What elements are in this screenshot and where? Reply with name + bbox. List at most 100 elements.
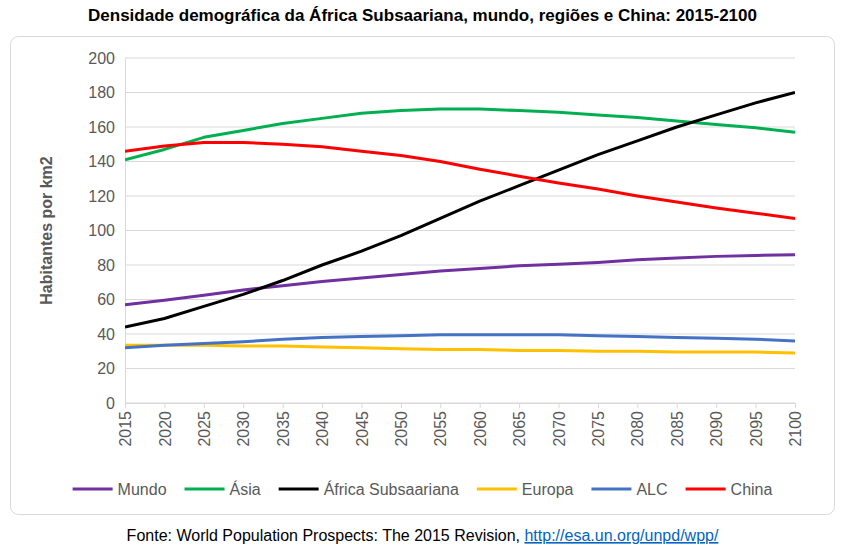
x-tick-label: 2020 bbox=[157, 411, 174, 447]
series-line bbox=[125, 143, 795, 219]
legend-label: Ásia bbox=[230, 480, 261, 498]
x-tick: 2055 bbox=[432, 403, 449, 447]
x-tick-mark bbox=[795, 403, 796, 408]
x-tick-mark bbox=[716, 403, 717, 408]
grid-line bbox=[125, 127, 795, 128]
x-tick-mark bbox=[559, 403, 560, 408]
x-tick-label: 2025 bbox=[196, 411, 213, 447]
grid-line bbox=[125, 265, 795, 266]
series-line bbox=[125, 255, 795, 305]
series-line bbox=[125, 93, 795, 328]
x-tick-label: 2050 bbox=[393, 411, 410, 447]
legend-label: Mundo bbox=[118, 481, 167, 498]
y-tick-label: 200 bbox=[88, 50, 115, 67]
y-tick-label: 100 bbox=[88, 222, 115, 239]
x-tick: 2080 bbox=[629, 403, 646, 447]
y-tick-label: 80 bbox=[97, 257, 115, 274]
y-tick-label: 20 bbox=[97, 360, 115, 377]
x-tick: 2050 bbox=[393, 403, 410, 447]
x-tick-label: 2060 bbox=[472, 411, 489, 447]
y-tick: 20 bbox=[97, 360, 125, 377]
y-tick: 140 bbox=[88, 153, 125, 170]
y-tick-label: 160 bbox=[88, 119, 115, 136]
grid-line bbox=[125, 230, 795, 231]
x-tick-mark bbox=[125, 403, 126, 408]
grid-line bbox=[125, 58, 795, 59]
grid bbox=[125, 58, 795, 403]
x-tick-mark bbox=[677, 403, 678, 408]
x-tick-label: 2015 bbox=[117, 411, 134, 447]
legend-item: África Subsaariana bbox=[279, 480, 459, 498]
x-tick: 2095 bbox=[748, 403, 765, 447]
x-tick: 2085 bbox=[669, 403, 686, 447]
y-tick: 0 bbox=[106, 395, 125, 412]
source: Fonte: World Population Prospects: The 2… bbox=[127, 527, 719, 544]
x-axis-line bbox=[126, 404, 796, 409]
x-tick-label: 2070 bbox=[551, 411, 568, 447]
legend-item: Mundo bbox=[73, 481, 167, 498]
x-tick-label: 2085 bbox=[669, 411, 686, 447]
x-tick-label: 2080 bbox=[629, 411, 646, 447]
legend: MundoÁsiaÁfrica SubsaarianaEuropaALCChin… bbox=[73, 480, 773, 498]
y-tick: 200 bbox=[88, 50, 125, 67]
x-tick-mark bbox=[598, 403, 599, 408]
grid-line bbox=[125, 368, 795, 369]
legend-swatch bbox=[279, 488, 319, 491]
legend-swatch bbox=[185, 488, 225, 491]
x-tick: 2090 bbox=[708, 403, 725, 447]
x-tick: 2070 bbox=[551, 403, 568, 447]
source-link[interactable]: http://esa.un.org/unpd/wpp/ bbox=[524, 527, 718, 544]
legend-label: ALC bbox=[636, 481, 667, 498]
y-tick: 80 bbox=[97, 257, 125, 274]
x-tick-mark bbox=[164, 403, 165, 408]
x-tick: 2015 bbox=[117, 403, 134, 447]
source-text: Fonte: World Population Prospects: The 2… bbox=[127, 527, 525, 544]
x-tick: 2065 bbox=[511, 403, 528, 447]
y-axis: 020406080100120140160180200 bbox=[88, 50, 125, 412]
y-tick: 180 bbox=[88, 84, 125, 101]
chart: Densidade demográfica da África Subsaari… bbox=[0, 0, 845, 553]
x-axis: 2015202020252030203520402045205020552060… bbox=[117, 403, 804, 447]
series-line bbox=[125, 109, 795, 160]
legend-item: Ásia bbox=[185, 480, 261, 498]
x-tick-mark bbox=[440, 403, 441, 408]
title: Densidade demográfica da África Subsaari… bbox=[88, 6, 757, 25]
y-tick: 160 bbox=[88, 119, 125, 136]
x-tick-label: 2040 bbox=[314, 411, 331, 447]
series-line bbox=[125, 335, 795, 348]
lines bbox=[125, 93, 795, 353]
x-tick: 2020 bbox=[157, 403, 174, 447]
legend-swatch bbox=[686, 488, 726, 491]
x-tick-mark bbox=[361, 403, 362, 408]
x-tick: 2075 bbox=[590, 403, 607, 447]
x-tick-label: 2045 bbox=[354, 411, 371, 447]
y-tick: 100 bbox=[88, 222, 125, 239]
y-tick: 40 bbox=[97, 326, 125, 343]
x-tick: 2100 bbox=[787, 403, 804, 447]
grid-line bbox=[125, 92, 795, 93]
x-tick-label: 2100 bbox=[787, 411, 804, 447]
y-tick-label: 180 bbox=[88, 84, 115, 101]
x-tick-mark bbox=[243, 403, 244, 408]
y-axis-title: Habitantes por km2 bbox=[38, 156, 55, 305]
x-tick: 2060 bbox=[472, 403, 489, 447]
grid-line bbox=[125, 161, 795, 162]
x-tick-label: 2075 bbox=[590, 411, 607, 447]
legend-swatch bbox=[591, 488, 631, 491]
x-tick-mark bbox=[401, 403, 402, 408]
x-tick-mark bbox=[480, 403, 481, 408]
legend-item: ALC bbox=[591, 481, 667, 498]
legend-swatch bbox=[477, 488, 517, 491]
x-tick-mark bbox=[204, 403, 205, 408]
legend-swatch bbox=[73, 488, 113, 491]
x-tick-mark bbox=[637, 403, 638, 408]
x-tick-mark bbox=[322, 403, 323, 408]
x-tick: 2025 bbox=[196, 403, 213, 447]
grid-line bbox=[125, 196, 795, 197]
x-tick-mark bbox=[283, 403, 284, 408]
x-tick-label: 2055 bbox=[432, 411, 449, 447]
x-tick-label: 2090 bbox=[708, 411, 725, 447]
legend-item: Europa bbox=[477, 481, 574, 498]
y-tick-label: 120 bbox=[88, 188, 115, 205]
x-tick: 2040 bbox=[314, 403, 331, 447]
